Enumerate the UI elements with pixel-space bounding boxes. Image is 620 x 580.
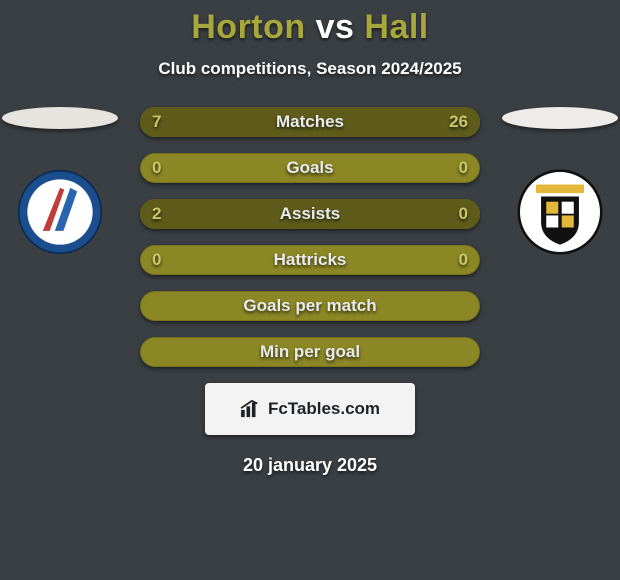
row-matches-fill-right	[211, 107, 480, 137]
row-matches-right-value: 26	[449, 112, 468, 132]
card-root: Horton vs Hall Club competitions, Season…	[0, 0, 620, 580]
row-goals-label: Goals	[140, 158, 480, 178]
brand-chart-icon	[240, 400, 262, 418]
crest-port-vale	[517, 169, 603, 255]
crest-chesterfield	[17, 169, 103, 255]
row-assists-right-value: 0	[459, 204, 468, 224]
row-goals: 0 0Goals	[140, 153, 480, 183]
subtitle: Club competitions, Season 2024/2025	[0, 59, 620, 79]
row-hattricks: 0 0Hattricks	[140, 245, 480, 275]
row-goals-left-value: 0	[152, 158, 161, 178]
row-hattricks-label: Hattricks	[140, 250, 480, 270]
player-right-oval	[502, 107, 618, 129]
player-left-oval	[2, 107, 118, 129]
row-matches: 726Matches	[140, 107, 480, 137]
row-goals-per-match-label: Goals per match	[140, 296, 480, 316]
brand-badge: FcTables.com	[205, 383, 415, 435]
date-text: 20 january 2025	[0, 455, 620, 476]
row-hattricks-left-value: 0	[152, 250, 161, 270]
row-assists-fill-left	[140, 199, 480, 229]
right-column	[500, 107, 620, 255]
row-min-per-goal-label: Min per goal	[140, 342, 480, 362]
row-assists-left-value: 2	[152, 204, 161, 224]
row-goals-right-value: 0	[459, 158, 468, 178]
brand-text: FcTables.com	[268, 399, 380, 419]
stat-rows: 726Matches00Goals20Assists00HattricksGoa…	[140, 107, 480, 367]
row-matches-fill-left	[140, 107, 211, 137]
page-title: Horton vs Hall	[0, 8, 620, 47]
row-matches-left-value: 7	[152, 112, 161, 132]
left-column	[0, 107, 120, 255]
row-goals-per-match: Goals per match	[140, 291, 480, 321]
row-assists: 20Assists	[140, 199, 480, 229]
stage: 726Matches00Goals20Assists00HattricksGoa…	[0, 107, 620, 476]
row-hattricks-right-value: 0	[459, 250, 468, 270]
row-min-per-goal: Min per goal	[140, 337, 480, 367]
